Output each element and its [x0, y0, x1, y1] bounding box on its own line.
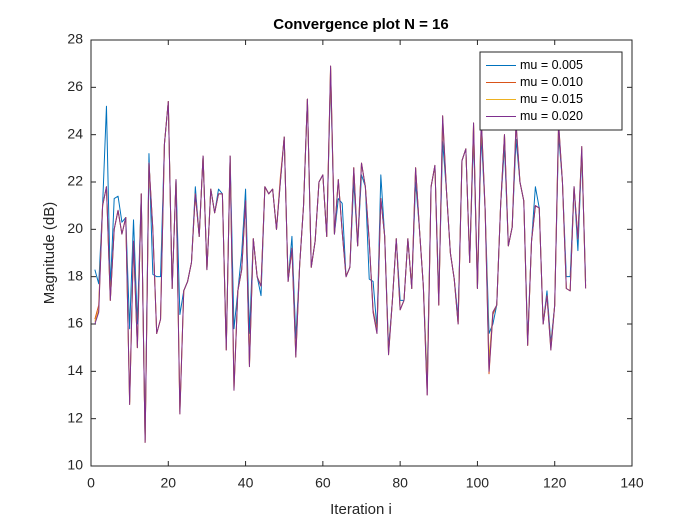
y-axis-label: Magnitude (dB) [41, 202, 58, 305]
chart-title: Convergence plot N = 16 [273, 16, 448, 33]
plot-frame [90, 39, 633, 467]
y-tick-label: 22 [67, 173, 83, 189]
x-tick-label: 60 [315, 475, 331, 491]
y-tick-label: 18 [67, 267, 83, 283]
y-tick-label: 26 [67, 78, 83, 94]
y-tick-label: 24 [67, 125, 83, 141]
x-tick-label: 0 [87, 475, 95, 491]
y-tick-label: 20 [67, 220, 83, 236]
series-line [94, 65, 587, 443]
legend-label: mu = 0.015 [520, 92, 583, 106]
y-tick-label: 14 [67, 362, 83, 378]
legend-label: mu = 0.020 [520, 109, 583, 123]
x-tick-label: 80 [392, 475, 408, 491]
legend-label: mu = 0.010 [520, 75, 583, 89]
x-tick-label: 140 [620, 475, 644, 491]
legend-label: mu = 0.005 [520, 58, 583, 72]
y-tick-label: 28 [67, 31, 83, 47]
x-axis-label: Iteration i [330, 501, 392, 518]
y-tick-label: 10 [67, 457, 83, 473]
x-tick-label: 20 [160, 475, 176, 491]
y-tick-label: 12 [67, 409, 83, 425]
x-tick-label: 100 [466, 475, 490, 491]
x-tick-label: 40 [238, 475, 254, 491]
y-tick-label: 16 [67, 315, 83, 331]
x-tick-label: 120 [543, 475, 567, 491]
